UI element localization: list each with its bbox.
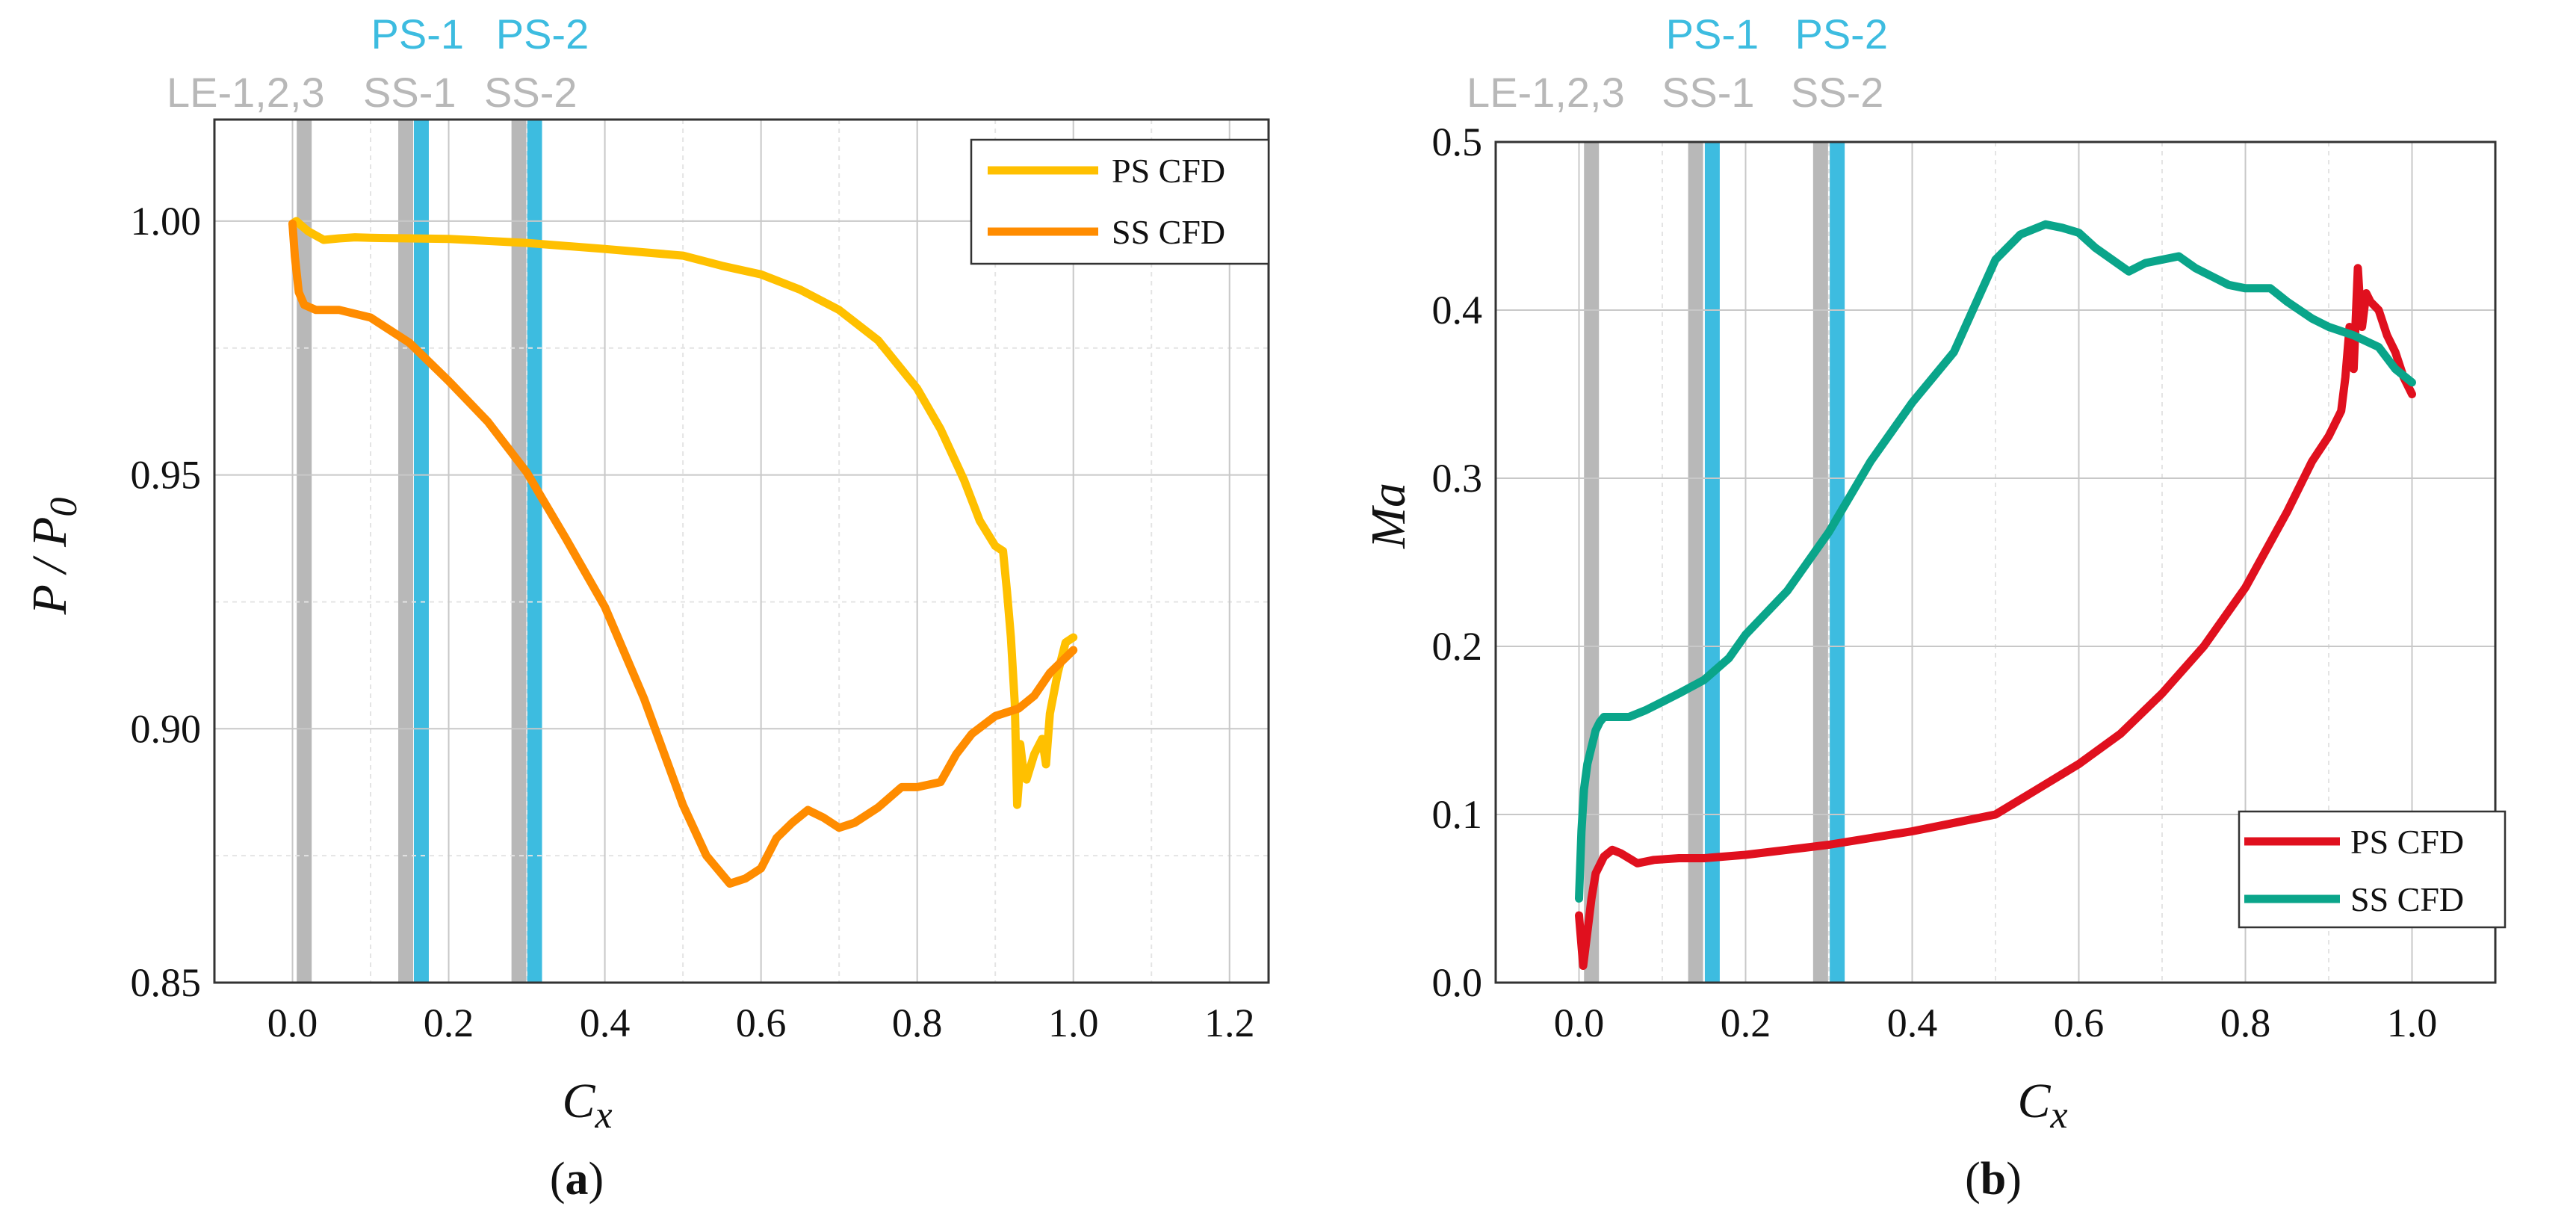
y-axis-label-sub-a: 0 bbox=[43, 498, 85, 517]
x-axis-label-b: Cx bbox=[2017, 1074, 2067, 1137]
y-axis-label-a: P / P0 bbox=[22, 498, 85, 616]
y-tick-label-b: 0.2 bbox=[1432, 624, 1483, 669]
x-tick-label-b: 0.6 bbox=[2054, 1001, 2105, 1045]
probe-label-a: SS-2 bbox=[484, 69, 578, 116]
x-tick-label-a: 0.6 bbox=[736, 1001, 787, 1045]
tick-labels-a: 0.0 0.2 0.4 0.6 0.8 1.0 1.2 0.85 0.90 0.95 1.00 bbox=[131, 199, 1255, 1045]
legend-box-b bbox=[2238, 810, 2507, 929]
legend-label-ps-a: PS CFD bbox=[1112, 152, 1225, 190]
x-axis-label-sub-a: x bbox=[594, 1094, 612, 1137]
x-axis-label-a: Cx bbox=[562, 1074, 612, 1137]
y-tick-label-b: 0.3 bbox=[1432, 456, 1483, 501]
probe-label-a: PS-1 bbox=[371, 10, 464, 58]
y-tick-label-b: 0.5 bbox=[1432, 120, 1483, 164]
series-line-ss-cfd-b bbox=[1575, 220, 2416, 903]
caption-a-close: ) bbox=[589, 1154, 604, 1205]
x-tick-label-b: 0.0 bbox=[1554, 1001, 1605, 1045]
tick-labels-b: 0.0 0.2 0.4 0.6 0.8 1.0 0.0 0.1 0.2 0.3 0.4 0.5 bbox=[1432, 120, 2438, 1045]
probe-labels-b: LE-1,2,3 SS-1 SS-2 PS-1 PS-2 bbox=[1467, 10, 1888, 116]
legend-b: PS CFD SS CFD bbox=[2238, 810, 2507, 929]
probe-label-b: LE-1,2,3 bbox=[1467, 69, 1625, 116]
chart-panel-b: 0.0 0.2 0.4 0.6 0.8 1.0 0.0 0.1 0.2 0.3 0.4 0.5 LE-… bbox=[1361, 10, 2507, 1205]
y-axis-label-b: Ma bbox=[1361, 483, 1416, 549]
caption-b: (b) bbox=[1965, 1154, 2022, 1205]
x-tick-label-b: 0.4 bbox=[1887, 1001, 1938, 1045]
probe-label-a: SS-1 bbox=[363, 69, 456, 116]
probe-label-b: SS-1 bbox=[1662, 69, 1755, 116]
plot-frame-b bbox=[1494, 140, 2497, 984]
x-tick-label-b: 0.8 bbox=[2220, 1001, 2271, 1045]
probe-labels-a: LE-1,2,3 SS-1 SS-2 PS-1 PS-2 bbox=[167, 10, 589, 116]
y-tick-label-b: 0.1 bbox=[1432, 792, 1483, 837]
caption-b-open: ( bbox=[1965, 1154, 1981, 1205]
caption-a-open: ( bbox=[550, 1154, 566, 1205]
plot-frame-a bbox=[213, 118, 1270, 984]
x-tick-label-b: 0.2 bbox=[1721, 1001, 1771, 1045]
series-layer-a bbox=[288, 217, 1078, 888]
probe-label-b: SS-2 bbox=[1791, 69, 1884, 116]
chart-panel-a: 0.0 0.2 0.4 0.6 0.8 1.0 1.2 0.85 0.90 0.95 1.00 LE… bbox=[22, 10, 1270, 1205]
x-tick-label-a: 0.0 bbox=[267, 1001, 318, 1045]
x-tick-label-a: 0.4 bbox=[580, 1001, 631, 1045]
x-tick-label-b: 1.0 bbox=[2387, 1001, 2438, 1045]
y-tick-label-b: 0.4 bbox=[1432, 288, 1483, 333]
y-tick-label-a: 0.90 bbox=[131, 706, 202, 751]
y-tick-label-a: 0.85 bbox=[131, 960, 202, 1005]
x-tick-label-a: 0.8 bbox=[892, 1001, 943, 1045]
series-layer-b bbox=[1575, 220, 2416, 970]
x-tick-label-a: 1.2 bbox=[1204, 1001, 1255, 1045]
y-tick-label-a: 1.00 bbox=[131, 199, 202, 244]
probe-label-b: PS-2 bbox=[1795, 10, 1888, 58]
x-axis-label-sub-b: x bbox=[2049, 1094, 2067, 1137]
probe-lines-a bbox=[297, 120, 542, 983]
y-tick-label-a: 0.95 bbox=[131, 453, 202, 498]
x-axis-label-main-a: C bbox=[562, 1074, 595, 1128]
caption-b-close: ) bbox=[2006, 1154, 2022, 1205]
series-line-ps-cfd-a bbox=[288, 217, 1078, 809]
y-tick-label-b: 0.0 bbox=[1432, 960, 1483, 1005]
probe-label-a: LE-1,2,3 bbox=[167, 69, 325, 116]
caption-a-letter: a bbox=[566, 1154, 589, 1205]
legend-box-a bbox=[970, 138, 1270, 265]
probe-label-a: PS-2 bbox=[496, 10, 589, 58]
legend-label-ps-b: PS CFD bbox=[2350, 823, 2464, 861]
y-axis-label-main-a: P / P bbox=[22, 517, 77, 616]
caption-a: (a) bbox=[550, 1154, 604, 1205]
series-line-ps-cfd-b bbox=[1575, 264, 2416, 970]
legend-a: PS CFD SS CFD bbox=[970, 138, 1270, 265]
x-tick-label-a: 1.0 bbox=[1048, 1001, 1099, 1045]
caption-b-letter: b bbox=[1981, 1154, 2006, 1205]
x-tick-label-a: 0.2 bbox=[424, 1001, 474, 1045]
series-line-ss-cfd-a bbox=[288, 219, 1078, 888]
probe-label-b: PS-1 bbox=[1666, 10, 1759, 58]
legend-label-ss-a: SS CFD bbox=[1112, 213, 1225, 251]
x-axis-label-main-b: C bbox=[2017, 1074, 2051, 1128]
legend-label-ss-b: SS CFD bbox=[2350, 880, 2464, 918]
